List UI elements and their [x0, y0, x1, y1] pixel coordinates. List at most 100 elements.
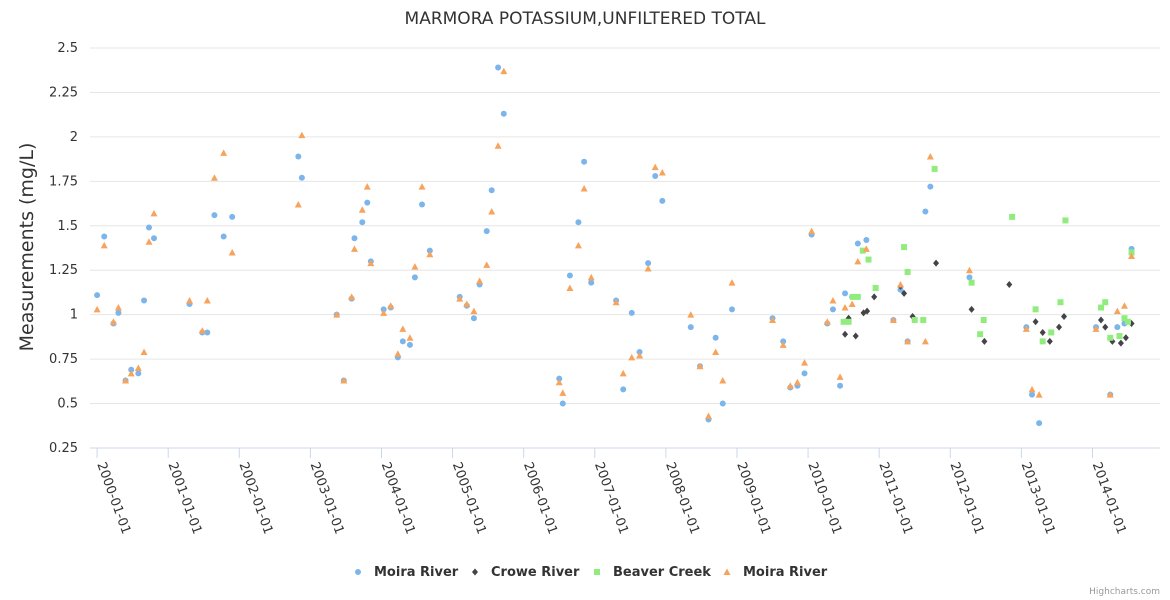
data-point[interactable]	[1106, 391, 1114, 398]
data-point[interactable]	[298, 131, 306, 139]
data-point[interactable]	[619, 369, 627, 377]
data-point[interactable]	[1121, 315, 1128, 322]
data-point[interactable]	[411, 263, 419, 270]
data-point[interactable]	[1128, 249, 1135, 256]
data-point[interactable]	[645, 260, 652, 267]
data-point[interactable]	[363, 183, 371, 190]
data-point[interactable]	[801, 359, 809, 366]
data-point[interactable]	[1022, 325, 1030, 332]
data-point[interactable]	[483, 261, 491, 268]
data-point[interactable]	[146, 224, 153, 231]
data-point[interactable]	[904, 337, 912, 345]
data-point[interactable]	[922, 208, 929, 215]
data-point[interactable]	[380, 306, 387, 313]
data-point[interactable]	[1120, 302, 1128, 309]
data-point[interactable]	[141, 297, 148, 304]
data-point[interactable]	[211, 212, 218, 219]
data-point[interactable]	[220, 149, 228, 156]
data-point[interactable]	[588, 279, 595, 286]
data-point[interactable]	[488, 187, 495, 194]
data-point[interactable]	[911, 317, 918, 323]
data-point[interactable]	[1036, 420, 1043, 427]
data-point[interactable]	[769, 316, 777, 324]
data-point[interactable]	[566, 272, 573, 279]
data-point[interactable]	[897, 286, 904, 293]
data-point[interactable]	[140, 348, 148, 356]
data-point[interactable]	[115, 309, 122, 316]
data-point[interactable]	[500, 67, 508, 75]
data-point[interactable]	[406, 334, 414, 341]
data-point[interactable]	[864, 307, 871, 315]
data-point[interactable]	[1114, 324, 1121, 331]
data-point[interactable]	[837, 382, 844, 389]
data-point[interactable]	[1107, 334, 1114, 341]
data-point[interactable]	[889, 316, 897, 324]
data-point[interactable]	[1046, 337, 1053, 345]
data-point[interactable]	[1097, 316, 1104, 324]
data-point[interactable]	[901, 289, 908, 297]
data-point[interactable]	[852, 332, 859, 340]
data-point[interactable]	[1117, 339, 1124, 347]
data-point[interactable]	[1122, 334, 1129, 342]
legend-symbol-icon[interactable]	[355, 569, 361, 575]
data-point[interactable]	[977, 331, 984, 338]
data-point[interactable]	[863, 237, 870, 243]
data-point[interactable]	[94, 292, 101, 299]
data-point[interactable]	[127, 369, 135, 377]
data-point[interactable]	[494, 142, 502, 149]
data-point[interactable]	[394, 350, 402, 357]
data-point[interactable]	[968, 279, 975, 286]
data-point[interactable]	[829, 306, 836, 313]
data-point[interactable]	[295, 153, 302, 160]
data-point[interactable]	[854, 240, 861, 247]
data-point[interactable]	[786, 382, 794, 389]
data-point[interactable]	[426, 247, 433, 254]
data-point[interactable]	[1102, 323, 1109, 331]
data-point[interactable]	[779, 341, 787, 348]
data-point[interactable]	[470, 307, 478, 315]
data-point[interactable]	[801, 370, 808, 377]
data-point[interactable]	[229, 213, 236, 220]
data-point[interactable]	[483, 228, 490, 235]
data-point[interactable]	[696, 362, 704, 370]
data-point[interactable]	[871, 293, 878, 301]
data-point[interactable]	[849, 293, 856, 300]
data-point[interactable]	[705, 412, 713, 420]
data-point[interactable]	[840, 318, 847, 325]
data-point[interactable]	[495, 64, 502, 71]
data-point[interactable]	[351, 235, 358, 242]
data-point[interactable]	[921, 337, 929, 345]
data-point[interactable]	[350, 245, 358, 252]
data-point[interactable]	[845, 318, 852, 325]
data-point[interactable]	[865, 256, 872, 263]
data-point[interactable]	[559, 389, 567, 396]
data-point[interactable]	[968, 305, 975, 313]
data-point[interactable]	[793, 378, 801, 386]
data-point[interactable]	[658, 168, 666, 176]
data-point[interactable]	[728, 279, 736, 286]
data-point[interactable]	[399, 338, 406, 345]
data-point[interactable]	[488, 208, 496, 215]
data-point[interactable]	[294, 200, 302, 208]
data-point[interactable]	[1009, 213, 1016, 220]
data-point[interactable]	[651, 163, 659, 171]
legend[interactable]: Moira River Crowe River Beaver Creek Moira …	[355, 565, 828, 580]
data-point[interactable]	[862, 245, 870, 252]
data-point[interactable]	[387, 302, 395, 309]
data-point[interactable]	[980, 317, 987, 323]
data-point[interactable]	[228, 248, 236, 256]
data-point[interactable]	[406, 341, 413, 348]
data-point[interactable]	[712, 348, 720, 356]
data-point[interactable]	[500, 110, 507, 117]
data-point[interactable]	[933, 259, 940, 267]
data-point[interactable]	[340, 376, 348, 384]
data-point[interactable]	[841, 304, 849, 311]
data-point[interactable]	[644, 264, 652, 272]
data-point[interactable]	[358, 206, 366, 213]
data-point[interactable]	[842, 330, 849, 338]
data-point[interactable]	[920, 317, 927, 323]
data-point[interactable]	[456, 295, 464, 302]
data-point[interactable]	[872, 285, 879, 291]
data-point[interactable]	[114, 304, 122, 311]
data-point[interactable]	[1097, 304, 1104, 311]
